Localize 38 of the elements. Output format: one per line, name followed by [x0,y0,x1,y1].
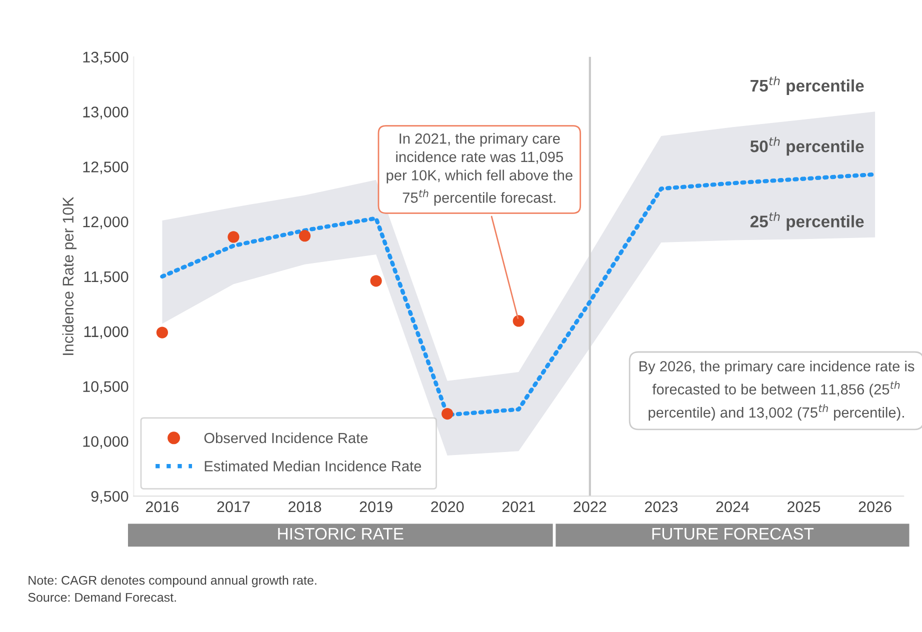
x-tick-label: 2023 [644,501,678,512]
y-tick-label: 13,000 [83,106,128,120]
y-axis-title: Incidence Rate per 10K [62,196,77,355]
text: HISTORIC RATE [278,528,404,540]
annotation: In 2021, the primary care incidence rate was 11,095 per 10K, which fell above the 75$^{th}$ percentile forecast. [386,133,572,206]
y-tick-label: 11,000 [84,326,128,339]
annotation: 25$^{th}$ percentile [750,212,864,231]
y-tick-label: 10,500 [83,381,128,394]
y-tick-label: 11,500 [84,271,128,284]
source-note: Source: Demand Forecast. [28,592,176,602]
text: Note: CAGR denotes compound annual growth rate. [28,576,316,588]
legend-label: Estimated Median Incidence Rate [204,460,422,472]
x-tick-label: 2019 [360,501,392,512]
legend-label: Observed Incidence Rate [204,432,368,444]
point [442,408,454,420]
text: FUTURE FORECAST [652,528,814,540]
point [370,275,382,287]
x-tick-label: 2022 [574,501,606,512]
y-tick-label: 12,500 [83,162,128,174]
annotation: 75$^{th}$ percentile [750,76,864,95]
point [512,315,524,327]
y-tick-label: 10,000 [83,436,128,449]
x-tick-label: 2025 [788,501,820,512]
x-tick-label: 2017 [217,501,250,512]
point [156,326,168,338]
point [228,231,240,243]
x-tick-label: 2020 [431,501,464,512]
x-tick-label: 2024 [716,501,750,512]
x-tick-label: 2016 [146,501,179,512]
x-tick-label: 2026 [858,501,892,512]
y-tick-label: 9,500 [91,490,128,504]
x-tick-label: 2018 [288,501,322,512]
text: By 2026, the primary care incidence rate is forecasted to be between 11,856 (25$^{th}$ percentile) and 13,002 (75$^{th}$ percentile). [640,360,914,421]
x-tick-label: 2021 [502,501,535,512]
y-tick-label: 13,500 [83,52,128,64]
annotation: 50$^{th}$ percentile [750,136,864,156]
point [298,230,311,242]
y-tick-label: 12,000 [83,216,128,230]
